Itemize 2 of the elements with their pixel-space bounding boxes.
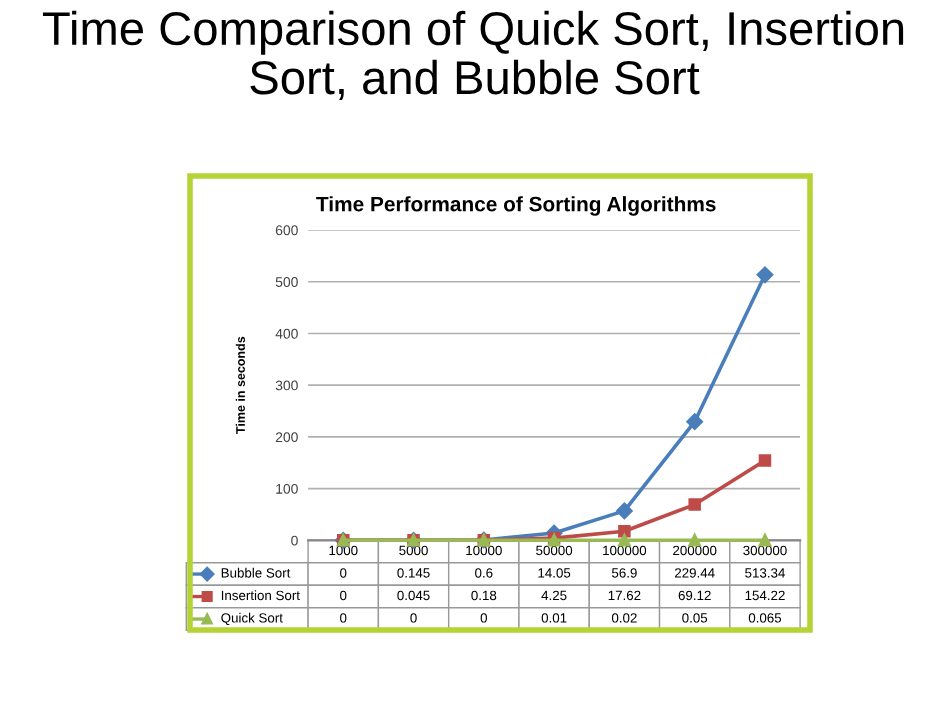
- chart-subtitle: Time Performance of Sorting Algorithms: [316, 196, 716, 216]
- chart-title: Time Comparison of Quick Sort, Insertion Sort, and Bubble Sort: [42, 10, 904, 101]
